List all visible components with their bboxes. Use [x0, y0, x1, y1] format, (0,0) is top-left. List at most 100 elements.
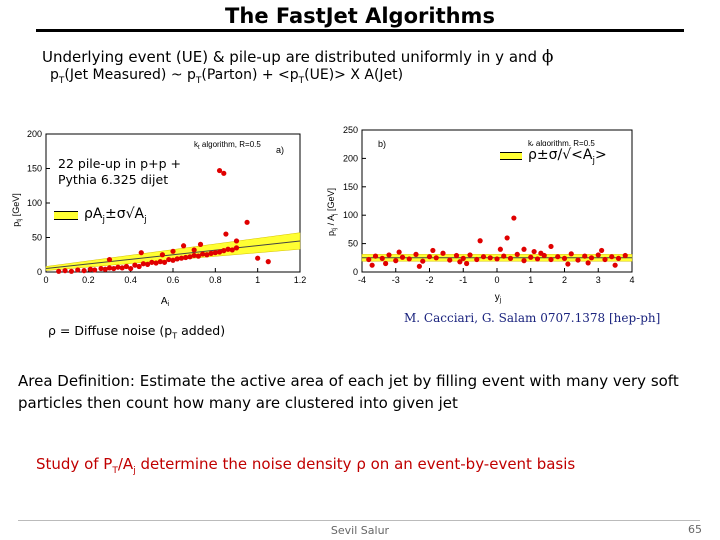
data-point-a-28: [187, 254, 193, 260]
data-point-a-50: [265, 259, 271, 265]
data-point-a-25: [174, 256, 180, 262]
y-tick-label-b-1: 50: [348, 239, 358, 249]
data-point-b-55: [585, 260, 591, 266]
data-point-b-15: [467, 252, 473, 258]
data-point-b-0: [366, 256, 372, 263]
study-statement: Study of PT/Aj determine the noise densi…: [36, 455, 576, 476]
x-tick-label-a-3: 0.6: [167, 275, 180, 285]
data-point-a-24: [170, 257, 176, 263]
data-point-b-18: [487, 255, 493, 261]
data-point-b-8: [420, 258, 426, 264]
pileup-annotation-line2: Pythia 6.325 dijet: [58, 172, 169, 187]
data-point-b-39: [369, 262, 375, 268]
citation: M. Cacciari, G. Salam 0707.1378 [hep-ph]: [404, 311, 661, 325]
data-point-a-20: [153, 260, 159, 266]
data-point-a-26: [178, 255, 185, 261]
y-tick-label-b-3: 150: [343, 182, 358, 192]
data-point-b-48: [477, 238, 483, 244]
x-tick-label-a-5: 1: [255, 275, 260, 285]
plot-b-xlabel: yj: [495, 292, 502, 304]
data-point-b-46: [599, 247, 605, 254]
legend-left-swatch: [54, 210, 78, 220]
plot-b-panel-label: b): [378, 139, 386, 149]
data-point-b-29: [561, 255, 568, 261]
y-tick-label-a-3: 150: [27, 164, 42, 174]
title-underline: [36, 29, 684, 32]
y-tick-label-b-0: 0: [353, 267, 358, 277]
x-tick-label-a-0: 0: [43, 275, 48, 285]
data-point-b-33: [588, 255, 595, 261]
data-point-a-40: [106, 256, 113, 263]
line2-s3: T: [298, 75, 305, 86]
data-point-a-46: [216, 167, 223, 174]
pileup-annotation-line1: 22 pile-up in p+p +: [58, 156, 181, 171]
data-point-a-41: [138, 250, 144, 256]
y-tick-label-a-4: 200: [27, 129, 42, 139]
data-point-a-44: [191, 247, 197, 253]
plot-a-legend-title: kt algorithm, R=0.5: [194, 140, 261, 151]
data-point-b-42: [464, 260, 470, 267]
data-point-b-27: [548, 256, 554, 263]
data-point-a-8: [102, 266, 108, 272]
data-point-b-14: [460, 255, 466, 261]
phi-symbol: ϕ: [541, 47, 554, 67]
x-tick-label-a-2: 0.4: [124, 275, 137, 285]
data-point-a-15: [132, 262, 138, 268]
data-point-b-31: [575, 257, 581, 263]
x-tick-label-b-4: 0: [494, 275, 499, 285]
x-tick-label-b-3: -1: [459, 275, 467, 285]
data-point-a-3: [75, 267, 81, 273]
data-point-a-19: [149, 259, 155, 265]
slide-title: The FastJet Algorithms: [225, 4, 495, 28]
data-point-b-16: [474, 256, 480, 263]
data-point-b-24: [528, 254, 534, 260]
intro-line-2: pT(Jet Measured) ~ pT(Parton) + <pT(UE)>…: [50, 67, 403, 86]
footer-author: Sevil Salur: [330, 524, 390, 537]
data-point-a-6: [92, 267, 98, 273]
line2-t3: (UE)> X A(Jet): [304, 67, 404, 83]
data-point-a-21: [157, 259, 163, 265]
data-point-a-34: [212, 250, 218, 256]
legend-right-swatch: [500, 152, 522, 161]
data-point-b-19: [494, 256, 500, 262]
data-point-a-39: [233, 245, 240, 251]
data-point-a-4: [81, 268, 87, 274]
data-point-a-17: [140, 261, 146, 267]
data-point-b-40: [396, 249, 402, 255]
data-point-a-16: [136, 263, 142, 270]
y-tick-label-a-0: 0: [37, 267, 42, 277]
line2-p1: p: [50, 67, 59, 83]
data-point-a-31: [200, 251, 206, 257]
data-point-b-21: [507, 255, 514, 261]
rho-definition: ρ = Diffuse noise (pT added): [48, 323, 226, 341]
data-point-a-35: [216, 249, 223, 255]
data-point-b-50: [511, 215, 517, 221]
area-definition: Area Definition: Estimate the active are…: [18, 372, 679, 412]
data-point-b-3: [386, 252, 392, 258]
data-point-b-41: [430, 247, 436, 254]
data-point-a-42: [159, 252, 166, 258]
data-point-a-23: [166, 256, 172, 263]
data-point-b-54: [457, 259, 463, 265]
data-point-b-23: [521, 258, 527, 264]
data-point-b-17: [480, 254, 487, 260]
pileup-annotation: 22 pile-up in p+p + Pythia 6.325 dijet: [54, 156, 185, 188]
data-point-a-9: [106, 265, 113, 271]
page-number: 65: [688, 523, 702, 536]
data-point-b-47: [416, 263, 422, 269]
data-point-b-38: [622, 252, 628, 259]
data-point-a-48: [255, 255, 261, 261]
data-point-b-56: [612, 262, 618, 268]
data-point-a-12: [119, 265, 125, 271]
legend-right: ρ±σ/√<Aj>: [496, 146, 611, 167]
y-tick-label-a-1: 50: [32, 233, 42, 243]
data-point-a-36: [221, 248, 227, 254]
data-point-b-32: [582, 253, 588, 259]
data-point-b-5: [399, 254, 406, 260]
footer-rule: [18, 520, 700, 521]
data-point-b-7: [413, 251, 419, 257]
data-point-b-52: [538, 250, 544, 256]
data-point-b-51: [521, 246, 527, 252]
plot-a-band-center: [45, 240, 301, 270]
x-tick-label-b-1: -3: [392, 275, 400, 285]
